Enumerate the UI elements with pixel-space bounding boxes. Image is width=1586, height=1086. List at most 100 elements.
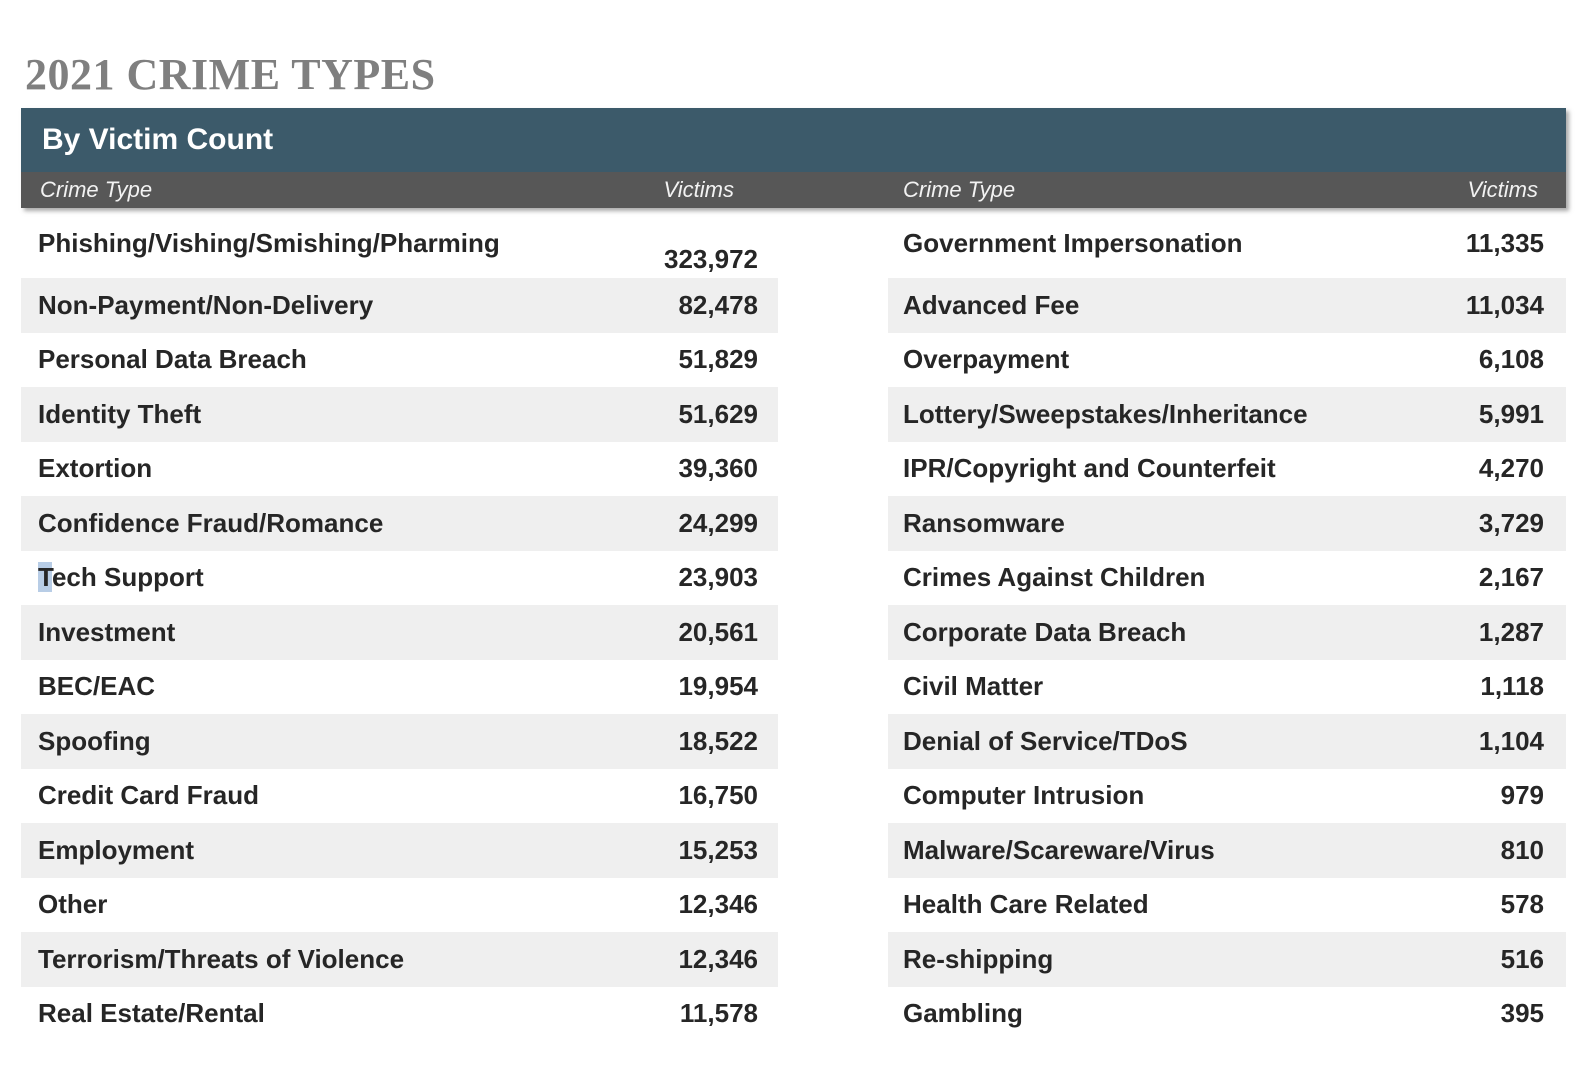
crime-type-cell: Re-shipping xyxy=(903,943,1054,974)
table-row: Civil Matter 1,118 xyxy=(888,660,1566,715)
crime-type-cell: Other xyxy=(38,889,108,920)
victims-cell: 1,104 xyxy=(1478,725,1544,756)
table-row: Terrorism/Threats of Violence 12,346 xyxy=(21,932,778,987)
victims-cell: 1,118 xyxy=(1480,671,1544,702)
crime-type-cell: Phishing/Vishing/Smishing/Pharming xyxy=(38,227,500,258)
victims-cell: 51,829 xyxy=(678,344,758,375)
crime-type-cell: Confidence Fraud/Romance xyxy=(38,507,384,538)
victims-cell: 578 xyxy=(1500,889,1544,920)
crime-type-cell: Government Impersonation xyxy=(903,227,1243,258)
crime-type-cell: Civil Matter xyxy=(903,671,1044,702)
crime-type-cell: Non-Payment/Non-Delivery xyxy=(38,289,374,320)
victims-cell: 12,346 xyxy=(678,889,758,920)
table-row: Other 12,346 xyxy=(21,878,778,933)
table-row: Personal Data Breach 51,829 xyxy=(21,333,778,388)
crime-type-cell: BEC/EAC xyxy=(38,671,156,702)
crime-type-cell: Advanced Fee xyxy=(903,289,1080,320)
crime-type-cell: Tech Support xyxy=(38,562,204,593)
victims-cell: 810 xyxy=(1500,834,1544,865)
table-row: Employment 15,253 xyxy=(21,823,778,878)
victims-cell: 11,578 xyxy=(679,998,758,1029)
table-row: Non-Payment/Non-Delivery 82,478 xyxy=(21,278,778,333)
victims-cell: 18,522 xyxy=(678,725,758,756)
crime-type-cell: Lottery/Sweepstakes/Inheritance xyxy=(903,398,1308,429)
left-column-headers: Crime Type Victims xyxy=(21,177,778,203)
victims-cell: 19,954 xyxy=(678,671,758,702)
right-column-headers: Crime Type Victims xyxy=(888,177,1566,203)
table-row: Health Care Related 578 xyxy=(888,878,1566,933)
table-row: Gambling 395 xyxy=(888,987,1566,1042)
victims-cell: 5,991 xyxy=(1478,398,1544,429)
victims-cell: 24,299 xyxy=(678,507,758,538)
crime-type-cell: Malware/Scareware/Virus xyxy=(903,834,1215,865)
victims-cell: 2,167 xyxy=(1478,562,1544,593)
right-column: Government Impersonation 11,335 Advanced F… xyxy=(888,208,1566,1041)
crime-type-cell: Corporate Data Breach xyxy=(903,616,1187,647)
table-row: BEC/EAC 19,954 xyxy=(21,660,778,715)
page-title: 2021 CRIME TYPES xyxy=(25,50,436,100)
table-row: Advanced Fee 11,034 xyxy=(888,278,1566,333)
victims-cell: 16,750 xyxy=(678,780,758,811)
table-header-block: By Victim Count Crime Type Victims Crime… xyxy=(21,108,1566,208)
victims-cell: 51,629 xyxy=(678,398,758,429)
table-row: Investment 20,561 xyxy=(21,605,778,660)
column-gap xyxy=(778,208,888,1041)
table-row: Corporate Data Breach 1,287 xyxy=(888,605,1566,660)
victims-cell: 979 xyxy=(1500,780,1544,811)
text-selection-highlight: T xyxy=(38,562,52,593)
crime-type-cell: Terrorism/Threats of Violence xyxy=(38,943,405,974)
victim-count-table: By Victim Count Crime Type Victims Crime… xyxy=(21,108,1566,1041)
crime-type-cell: IPR/Copyright and Counterfeit xyxy=(903,453,1276,484)
table-row: Phishing/Vishing/Smishing/Pharming 323,97… xyxy=(21,208,778,278)
crime-type-cell: Overpayment xyxy=(903,344,1070,375)
victims-cell: 15,253 xyxy=(678,834,758,865)
table-row: Tech Support 23,903 xyxy=(21,551,778,606)
table-row: Lottery/Sweepstakes/Inheritance 5,991 xyxy=(888,387,1566,442)
table-row: IPR/Copyright and Counterfeit 4,270 xyxy=(888,442,1566,497)
victims-cell: 11,335 xyxy=(1465,227,1544,258)
table-title: By Victim Count xyxy=(42,123,274,156)
crime-type-cell: Ransomware xyxy=(903,507,1065,538)
table-row: Spoofing 18,522 xyxy=(21,714,778,769)
crime-type-cell: Credit Card Fraud xyxy=(38,780,260,811)
table-row: Overpayment 6,108 xyxy=(888,333,1566,388)
crime-type-cell: Identity Theft xyxy=(38,398,202,429)
crime-type-cell: Gambling xyxy=(903,998,1023,1029)
crime-type-cell: Extortion xyxy=(38,453,153,484)
crime-type-header: Crime Type xyxy=(40,177,153,202)
table-row: Denial of Service/TDoS 1,104 xyxy=(888,714,1566,769)
table-row: Malware/Scareware/Virus 810 xyxy=(888,823,1566,878)
column-header-row: Crime Type Victims Crime Type Victims xyxy=(21,172,1566,208)
crime-type-cell: Investment xyxy=(38,616,176,647)
victims-cell: 4,270 xyxy=(1478,453,1544,484)
table-row: Credit Card Fraud 16,750 xyxy=(21,769,778,824)
victims-cell: 20,561 xyxy=(678,616,758,647)
crime-type-cell: Computer Intrusion xyxy=(903,780,1145,811)
table-row: Confidence Fraud/Romance 24,299 xyxy=(21,496,778,551)
crime-type-cell: Real Estate/Rental xyxy=(38,998,265,1029)
victims-cell: 39,360 xyxy=(678,453,758,484)
table-title-bar: By Victim Count xyxy=(21,108,1566,172)
table-row: Real Estate/Rental 11,578 xyxy=(21,987,778,1042)
crime-type-header: Crime Type xyxy=(903,177,1016,202)
crime-type-cell: Employment xyxy=(38,834,195,865)
victims-header: Victims xyxy=(663,177,735,202)
table-row: Extortion 39,360 xyxy=(21,442,778,497)
victims-header: Victims xyxy=(1467,177,1539,202)
victims-cell: 1,287 xyxy=(1478,616,1544,647)
table-rows-region: Phishing/Vishing/Smishing/Pharming 323,97… xyxy=(21,208,1566,1041)
victims-cell: 323,972 xyxy=(664,243,758,274)
victims-cell: 395 xyxy=(1500,998,1544,1029)
table-row: Government Impersonation 11,335 xyxy=(888,208,1566,278)
crime-type-cell: Personal Data Breach xyxy=(38,344,307,375)
table-row: Computer Intrusion 979 xyxy=(888,769,1566,824)
victims-cell: 6,108 xyxy=(1478,344,1544,375)
victims-cell: 11,034 xyxy=(1465,289,1544,320)
left-column: Phishing/Vishing/Smishing/Pharming 323,97… xyxy=(21,208,778,1041)
crime-type-cell: Crimes Against Children xyxy=(903,562,1206,593)
table-row: Ransomware 3,729 xyxy=(888,496,1566,551)
crime-type-cell: Health Care Related xyxy=(903,889,1149,920)
victims-cell: 516 xyxy=(1500,943,1544,974)
victims-cell: 12,346 xyxy=(678,943,758,974)
victims-cell: 23,903 xyxy=(678,562,758,593)
